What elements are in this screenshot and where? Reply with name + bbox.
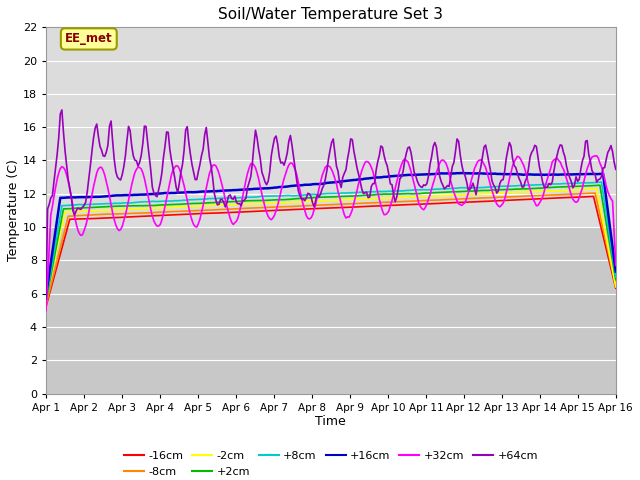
Title: Soil/Water Temperature Set 3: Soil/Water Temperature Set 3 xyxy=(218,7,444,22)
Bar xyxy=(46,227,616,394)
Y-axis label: Temperature (C): Temperature (C) xyxy=(7,159,20,262)
Bar xyxy=(46,27,616,227)
X-axis label: Time: Time xyxy=(316,415,346,429)
Legend: -16cm, -8cm, -2cm, +2cm, +8cm, +16cm, +32cm, +64cm: -16cm, -8cm, -2cm, +2cm, +8cm, +16cm, +3… xyxy=(119,447,543,480)
Text: EE_met: EE_met xyxy=(65,33,113,46)
